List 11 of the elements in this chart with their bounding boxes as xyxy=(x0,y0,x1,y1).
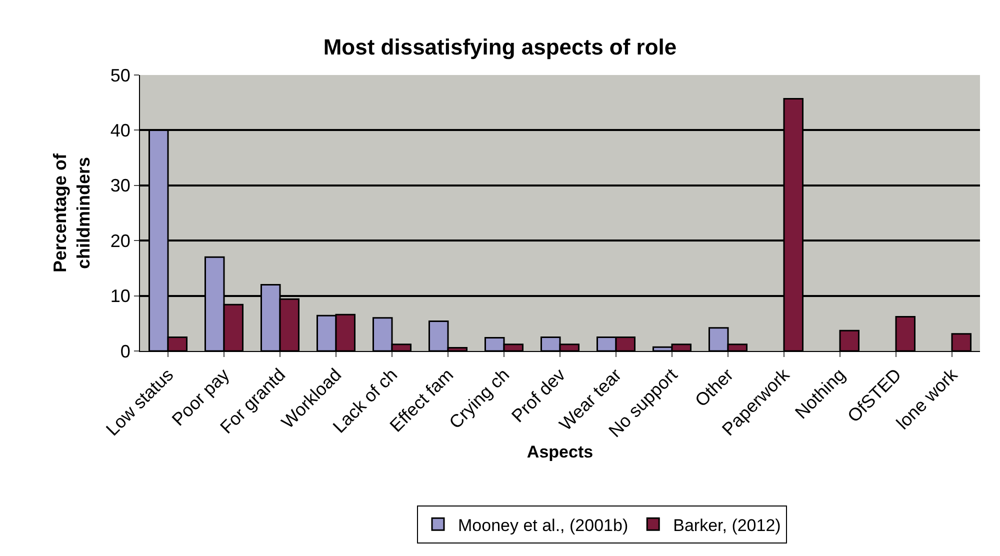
y-tick-label: 30 xyxy=(110,176,130,196)
y-tick-label: 40 xyxy=(110,120,130,140)
legend-label: Mooney et al., (2001b) xyxy=(458,516,628,535)
y-tick-label: 20 xyxy=(110,230,130,251)
y-tick-label: 50 xyxy=(110,65,130,86)
legend-label: Barker, (2012) xyxy=(673,516,781,535)
y-axis-title: Percentage of childminders xyxy=(50,152,94,273)
y-tick-label: 10 xyxy=(110,286,130,306)
x-axis-title: Aspects xyxy=(526,442,594,462)
y-tick-label: 0 xyxy=(120,341,130,362)
chart-title: Most dissatisfying aspects of role xyxy=(323,34,677,60)
